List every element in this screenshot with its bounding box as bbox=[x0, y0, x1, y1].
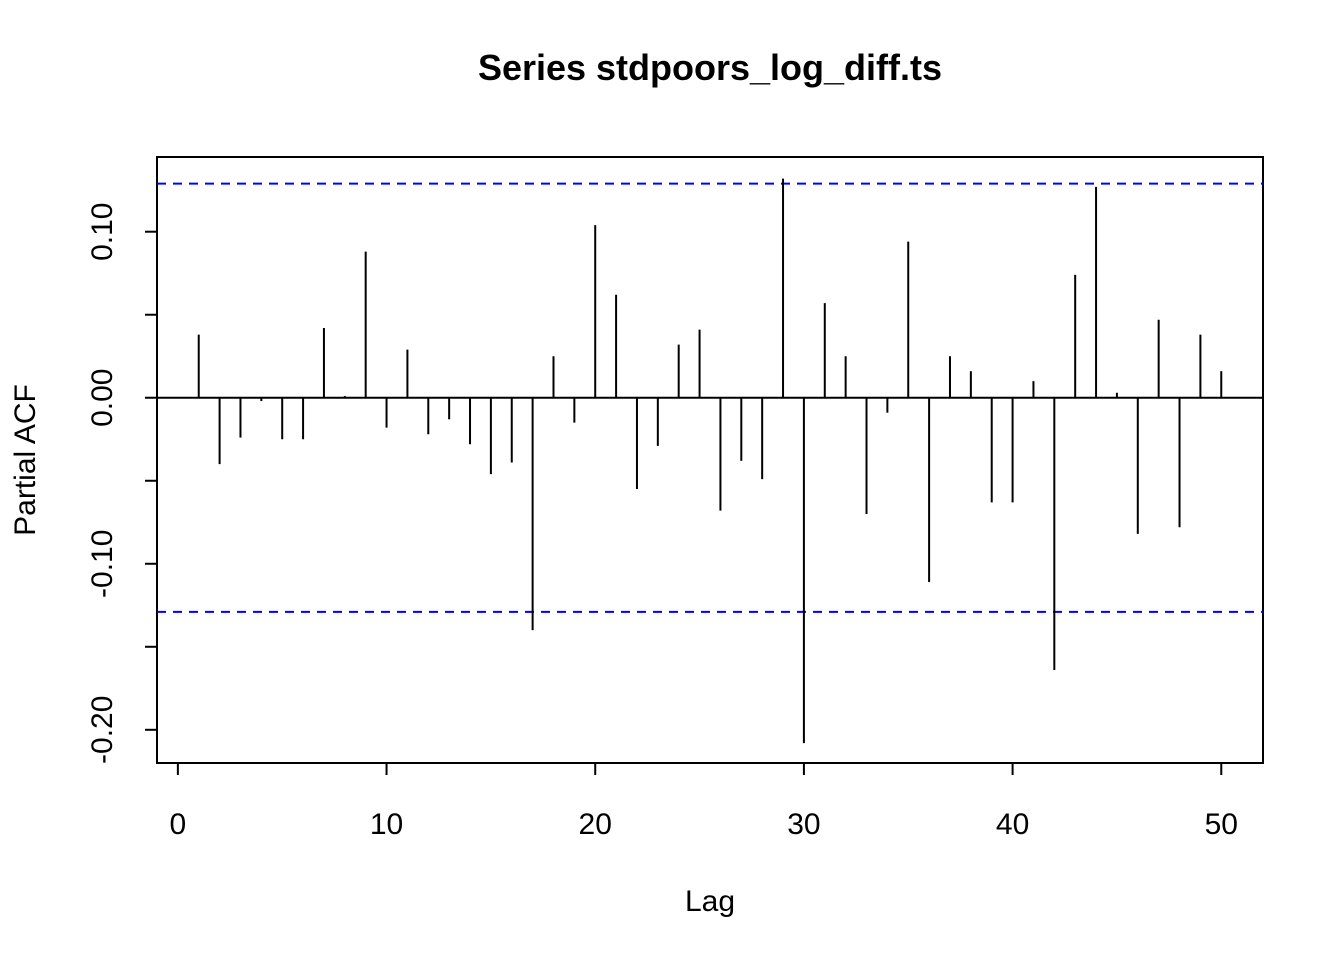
x-axis: 0 10 20 30 40 50 bbox=[170, 762, 1238, 841]
y-tick-label: 0.10 bbox=[86, 203, 119, 261]
pacf-bars bbox=[197, 178, 1223, 744]
y-tick-label: -0.10 bbox=[86, 530, 119, 598]
y-tick-label: -0.20 bbox=[86, 696, 119, 764]
x-axis-label: Lag bbox=[685, 885, 735, 918]
y-axis: -0.20 -0.10 0.00 0.10 bbox=[86, 203, 158, 764]
chart-title: Series stdpoors_log_diff.ts bbox=[478, 47, 942, 88]
x-tick-label: 50 bbox=[1205, 808, 1238, 841]
y-tick-label: 0.00 bbox=[86, 369, 119, 427]
plot-frame bbox=[156, 156, 1264, 764]
y-axis-label: Partial ACF bbox=[9, 384, 42, 536]
x-tick-label: 30 bbox=[787, 808, 820, 841]
x-tick-label: 40 bbox=[996, 808, 1029, 841]
x-tick-label: 0 bbox=[170, 808, 187, 841]
confidence-bounds bbox=[157, 182, 1263, 613]
x-tick-label: 20 bbox=[579, 808, 612, 841]
x-tick-label: 10 bbox=[370, 808, 403, 841]
